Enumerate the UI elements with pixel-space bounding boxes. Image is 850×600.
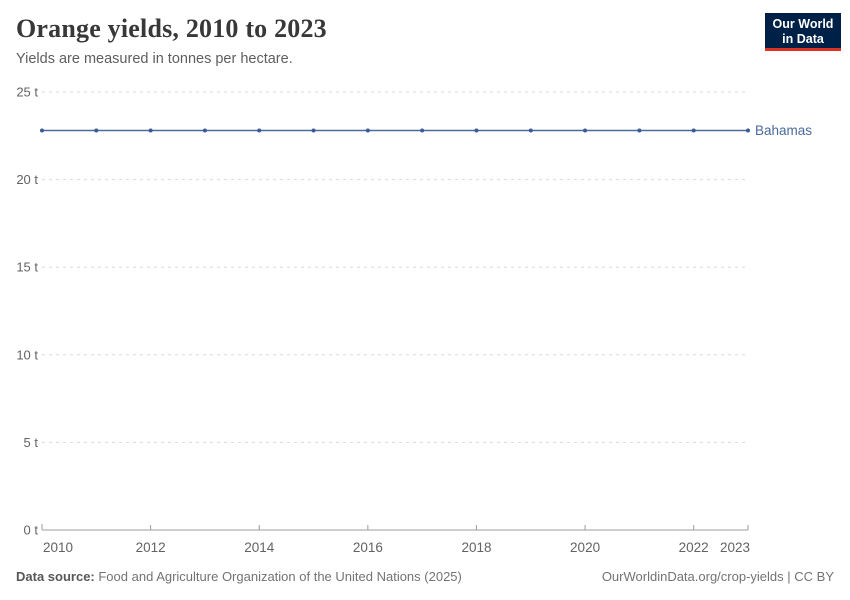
x-axis-label: 2012 <box>136 540 166 555</box>
owid-logo[interactable]: Our World in Data <box>765 13 841 51</box>
chart-header: Orange yields, 2010 to 2023 Yields are m… <box>16 13 841 67</box>
y-axis-label: 0 t <box>24 523 39 538</box>
x-axis-label: 2023 <box>720 540 750 555</box>
series-label-bahamas[interactable]: Bahamas <box>755 123 812 138</box>
x-axis-label: 2022 <box>679 540 709 555</box>
data-source: Data source: Food and Agriculture Organi… <box>16 569 462 584</box>
footer-separator: | <box>783 569 795 584</box>
data-point-2013[interactable] <box>202 128 207 133</box>
data-point-2015[interactable] <box>311 128 316 133</box>
data-point-2020[interactable] <box>583 128 588 133</box>
data-point-2014[interactable] <box>257 128 262 133</box>
x-axis-label: 2016 <box>353 540 383 555</box>
data-point-2023[interactable] <box>746 128 750 133</box>
data-point-2018[interactable] <box>474 128 479 133</box>
owid-logo-line2: in Data <box>782 32 824 46</box>
y-axis-label: 10 t <box>16 347 38 362</box>
data-point-2021[interactable] <box>637 128 642 133</box>
x-axis-label: 2020 <box>570 540 600 555</box>
footer-license[interactable]: CC BY <box>794 569 834 584</box>
x-axis-label: 2018 <box>461 540 491 555</box>
footer-credit: OurWorldinData.org/crop-yields | CC BY <box>602 569 834 584</box>
x-axis-label: 2010 <box>43 540 73 555</box>
chart-footer: Data source: Food and Agriculture Organi… <box>16 569 834 584</box>
data-source-label: Data source: <box>16 569 95 584</box>
chart-title: Orange yields, 2010 to 2023 <box>16 14 327 43</box>
chart-subtitle: Yields are measured in tonnes per hectar… <box>16 51 293 68</box>
owid-logo-line1: Our World <box>772 17 834 31</box>
y-axis-label: 25 t <box>16 85 38 100</box>
y-axis-label: 5 t <box>24 435 39 450</box>
data-point-2022[interactable] <box>691 128 696 133</box>
y-axis-label: 20 t <box>16 172 38 187</box>
data-point-2016[interactable] <box>365 128 370 133</box>
footer-url[interactable]: OurWorldinData.org/crop-yields <box>601 569 784 584</box>
data-point-2019[interactable] <box>528 128 533 133</box>
data-point-2017[interactable] <box>420 128 425 133</box>
y-axis-label: 15 t <box>16 260 38 275</box>
x-axis-label: 2014 <box>244 540 275 555</box>
data-source-value: Food and Agriculture Organization of the… <box>94 569 462 584</box>
data-point-2011[interactable] <box>94 128 99 133</box>
data-point-2012[interactable] <box>148 128 153 133</box>
data-point-2010[interactable] <box>40 128 44 133</box>
